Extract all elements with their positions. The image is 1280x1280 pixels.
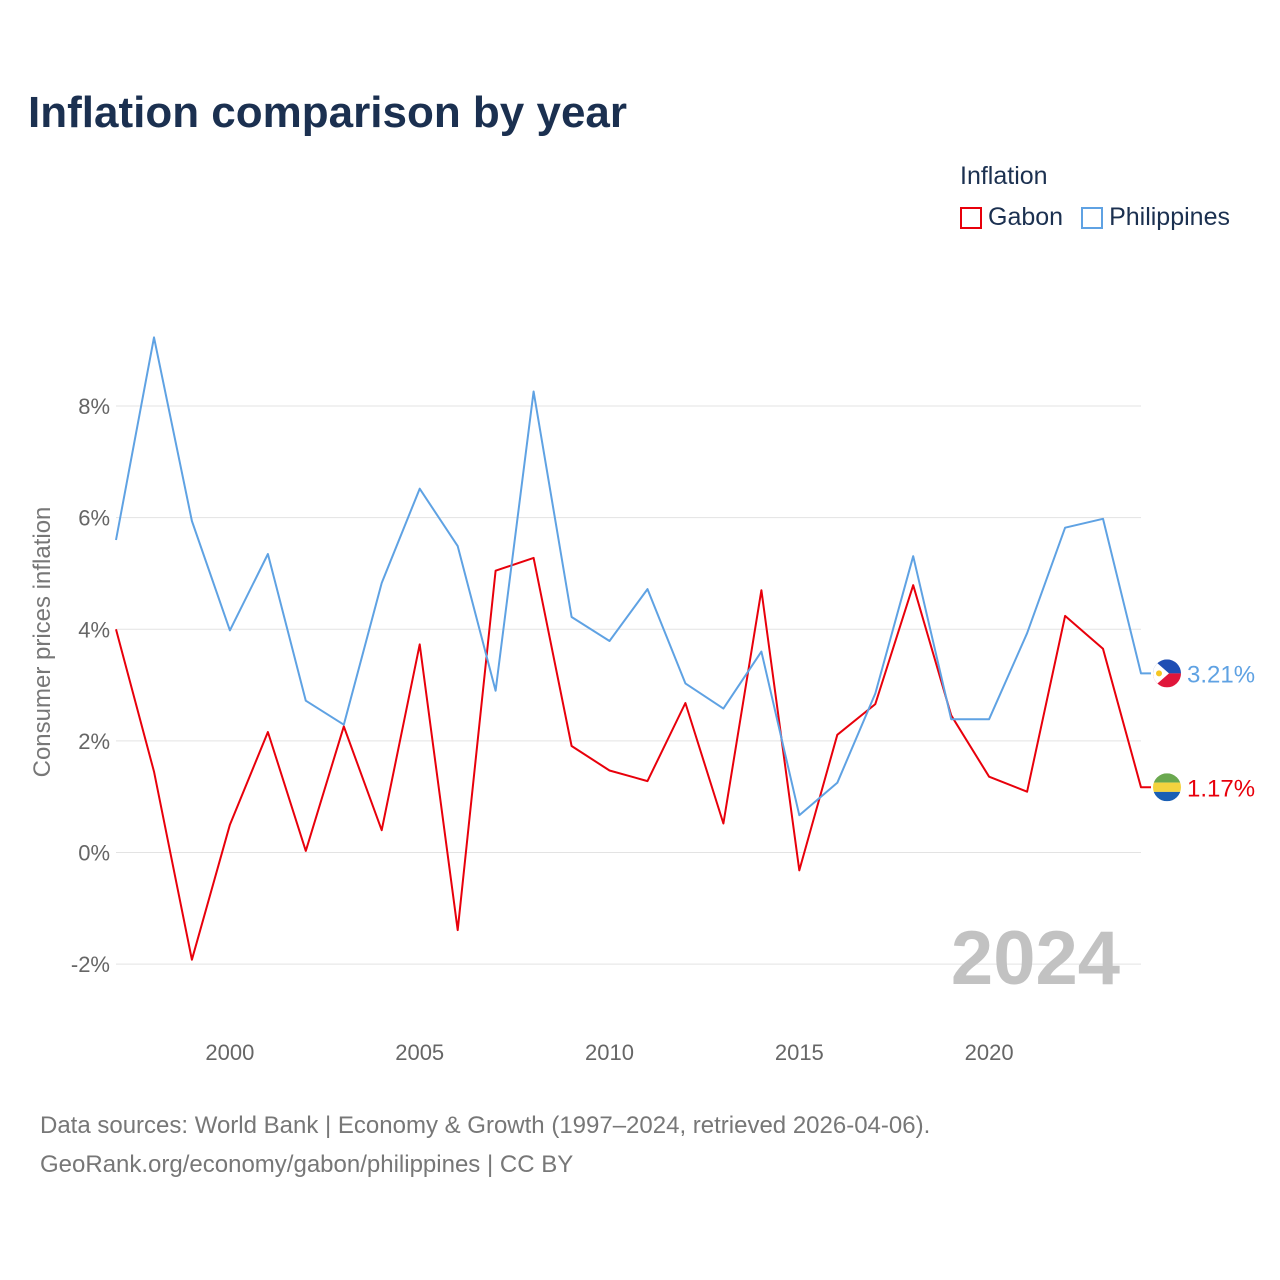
flag-stripe-green xyxy=(1153,773,1181,783)
source-note: Data sources: World Bank | Economy & Gro… xyxy=(40,1106,930,1184)
legend: Inflation Gabon Philippines xyxy=(960,162,1248,232)
y-axis-label: Consumer prices inflation xyxy=(29,507,56,778)
chart-title: Inflation comparison by year xyxy=(28,88,628,137)
y-tick-label: -2% xyxy=(71,952,110,977)
end-label-philippines: 3.21% xyxy=(1187,661,1255,688)
legend-label-philippines: Philippines xyxy=(1109,203,1230,231)
end-label-gabon: 1.17% xyxy=(1187,775,1255,802)
legend-title: Inflation xyxy=(960,162,1048,190)
line-chart: -2% 0% 2% 4% 6% 8% 2000 2005 2010 2015 2020 Consu… xyxy=(29,336,1255,1065)
y-axis-ticks: -2% 0% 2% 4% 6% 8% xyxy=(71,394,110,977)
flag-stripe-yellow xyxy=(1153,782,1181,792)
legend-item-gabon[interactable]: Gabon xyxy=(960,203,1063,232)
x-tick-label: 2005 xyxy=(395,1040,444,1065)
year-watermark: 2024 xyxy=(951,916,1120,1001)
x-tick-label: 2015 xyxy=(775,1040,824,1065)
x-tick-label: 2000 xyxy=(205,1040,254,1065)
series-line-philippines xyxy=(115,336,1151,817)
x-tick-label: 2020 xyxy=(965,1040,1014,1065)
legend-swatch-philippines xyxy=(1081,206,1104,229)
flag-stripe-blue xyxy=(1153,791,1181,802)
series-lines xyxy=(115,336,1151,961)
legend-label-gabon: Gabon xyxy=(988,203,1064,231)
gabon-flag xyxy=(1153,773,1181,802)
y-tick-label: 6% xyxy=(78,506,110,531)
y-tick-label: 4% xyxy=(78,617,110,642)
series-line-gabon xyxy=(115,556,1151,961)
legend-item-philippines[interactable]: Philippines xyxy=(1081,203,1230,232)
legend-swatch-gabon xyxy=(960,206,982,229)
flag-sun xyxy=(1156,670,1162,677)
y-tick-label: 0% xyxy=(78,841,110,866)
source-line-1: Data sources: World Bank | Economy & Gro… xyxy=(40,1112,931,1139)
philippines-flag xyxy=(1153,659,1181,688)
y-tick-label: 2% xyxy=(78,729,110,754)
gridlines xyxy=(116,405,1141,965)
end-labels: 1.17% 3.21% xyxy=(1153,659,1255,802)
source-line-2[interactable]: GeoRank.org/economy/gabon/philippines | … xyxy=(40,1151,574,1178)
x-tick-label: 2010 xyxy=(585,1040,634,1065)
x-axis-ticks: 2000 2005 2010 2015 2020 xyxy=(205,1040,1013,1065)
y-tick-label: 8% xyxy=(78,394,110,419)
